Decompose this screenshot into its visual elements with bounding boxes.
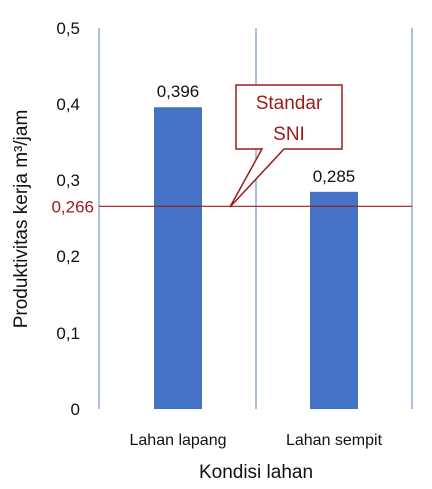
bar (154, 107, 202, 410)
bar (310, 191, 358, 409)
callout-shape (229, 84, 343, 208)
y-axis-title: Produktivitas kerja m³/jam (11, 110, 32, 329)
y-tick-label: 0,1 (56, 324, 80, 343)
y-axis-ticks: 0 0,1 0,2 0,3 0,4 0,5 (56, 19, 80, 419)
x-axis-title: Kondisi lahan (199, 462, 313, 483)
x-category-label: Lahan lapang (130, 432, 227, 449)
y-tick-label: 0,4 (56, 95, 80, 114)
reference-line-label: 0,266 (51, 197, 94, 216)
bar-data-label: 0,396 (157, 82, 200, 101)
bars-group (154, 107, 358, 410)
x-category-label: Lahan sempit (286, 432, 383, 449)
callout-box: Standar SNI (229, 84, 343, 208)
y-tick-label: 0,2 (56, 247, 80, 266)
y-tick-label: 0,5 (56, 19, 80, 38)
bar-data-label: 0,285 (313, 167, 356, 186)
callout-line-1: Standar (256, 93, 323, 114)
y-tick-label: 0 (71, 400, 80, 419)
y-tick-label: 0,3 (56, 171, 80, 190)
callout-line-2: SNI (273, 124, 305, 145)
